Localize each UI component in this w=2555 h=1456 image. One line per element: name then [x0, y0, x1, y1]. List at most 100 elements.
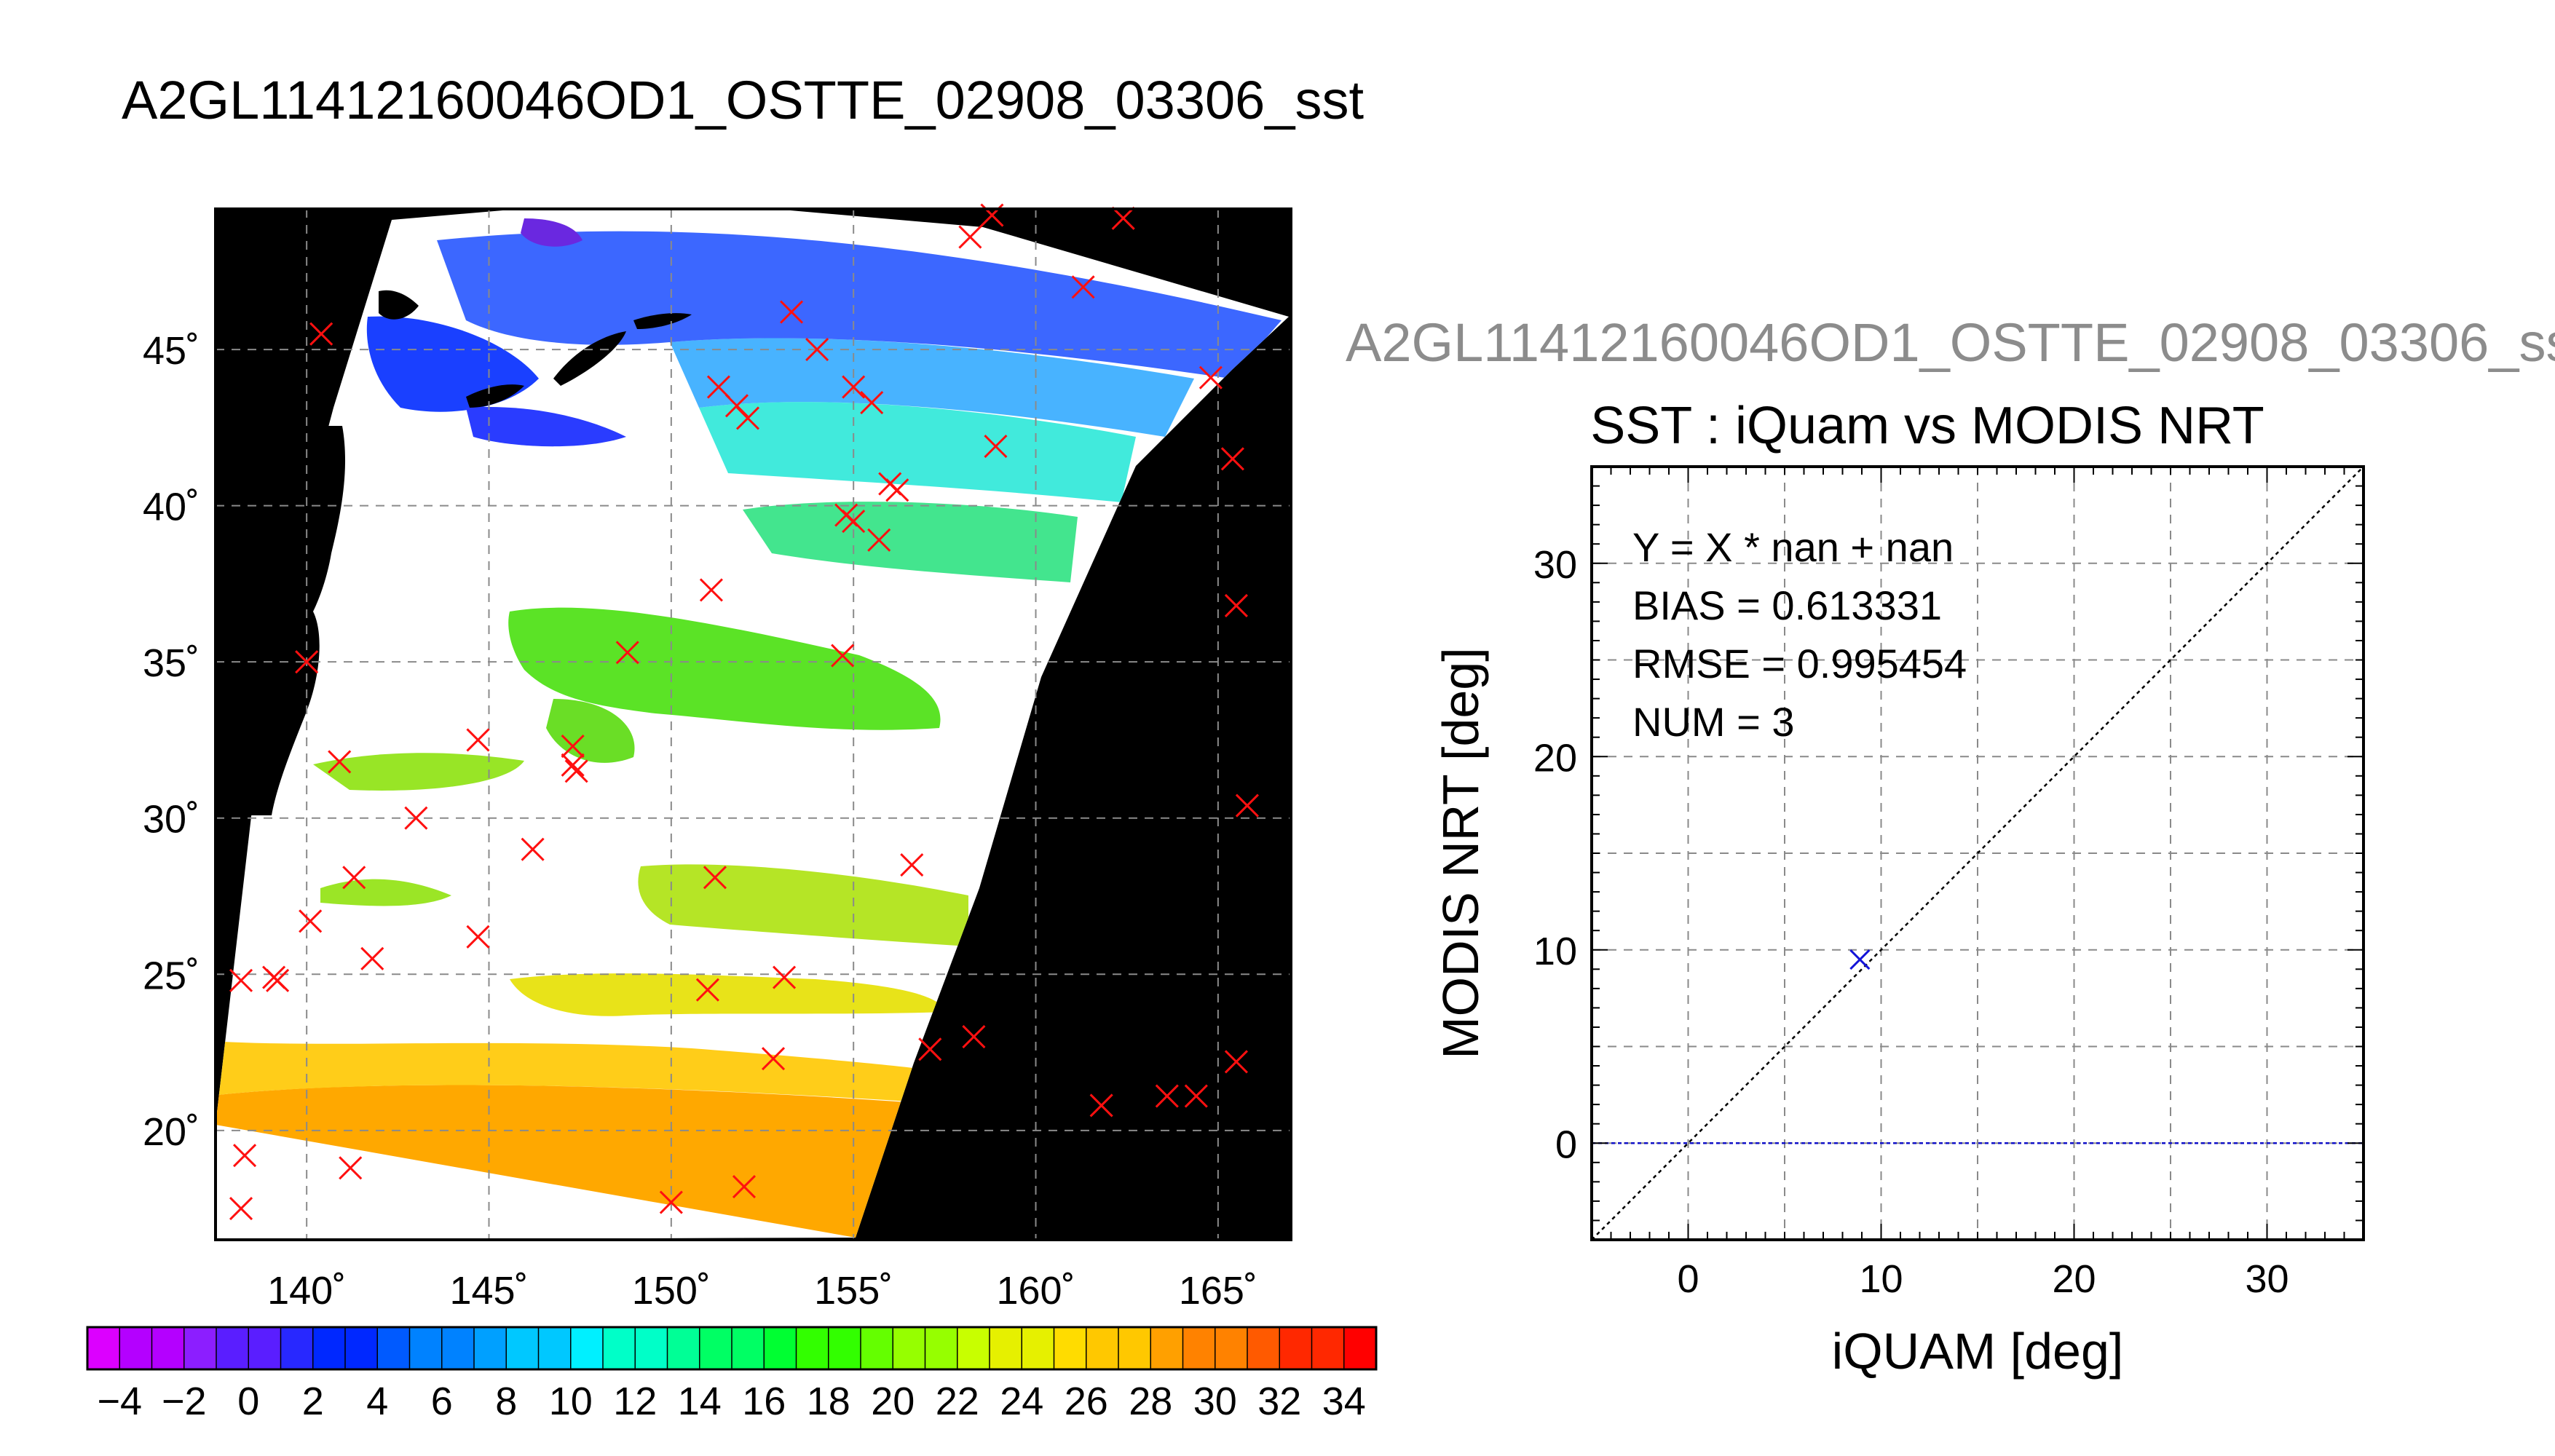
scatter-y-axis-label: MODIS NRT [deg]	[1432, 647, 1489, 1059]
insitu-point	[695, 978, 719, 1002]
colorbar-tick-label: 28	[1129, 1380, 1172, 1423]
insitu-point	[342, 866, 366, 890]
insitu-point	[761, 1047, 786, 1071]
insitu-point	[328, 750, 352, 774]
colorbar-tick-label: 4	[366, 1380, 388, 1423]
insitu-point	[885, 478, 909, 502]
colorbar-cell	[1150, 1327, 1183, 1369]
insitu-point	[867, 528, 891, 552]
insitu-point	[732, 1174, 757, 1199]
colorbar-cell	[925, 1327, 958, 1369]
colorbar-cell	[248, 1327, 281, 1369]
colorbar-cell	[87, 1327, 120, 1369]
insitu-point	[703, 866, 727, 890]
insitu-point	[1224, 1050, 1248, 1074]
insitu-point	[842, 375, 866, 399]
colorbar-cell	[1247, 1327, 1280, 1369]
colorbar-cell	[990, 1327, 1022, 1369]
insitu-point	[564, 759, 588, 783]
insitu-point	[229, 1197, 253, 1221]
sst-band-4	[437, 231, 1282, 379]
sst-map: 140˚ 145˚ 150˚ 155˚ 160˚ 165˚ 20˚ 25˚ 30˚ 35˚ 40˚…	[143, 203, 1292, 1313]
insitu-point	[299, 909, 323, 933]
colorbar-tick-label: 22	[936, 1380, 979, 1423]
scatter-x-tick-label: 30	[2245, 1257, 2289, 1301]
land-kuril-2	[466, 384, 524, 408]
scatter-stat-line: RMSE = 0.995454	[1632, 641, 1967, 687]
colorbar-cell	[345, 1327, 378, 1369]
sst-band-20	[508, 607, 941, 730]
insitu-point	[706, 375, 730, 399]
land-island-1	[379, 290, 419, 320]
colorbar-cell	[474, 1327, 507, 1369]
colorbar-cell	[506, 1327, 539, 1369]
insitu-point	[1220, 447, 1244, 471]
colorbar: −4 −2 0 2 4 6 8 10 12 14 16 18 20 22 24 26 28 30 32 34	[86, 1326, 1378, 1423]
insitu-point	[404, 806, 428, 830]
map-lat-tick-labels: 20˚ 25˚ 30˚ 35˚ 40˚ 45˚	[143, 329, 200, 1154]
colorbar-tick-label: 18	[807, 1380, 850, 1423]
insitu-points	[229, 203, 1259, 1221]
colorbar-cell	[377, 1327, 410, 1369]
sst-band-24	[638, 864, 968, 946]
map-lon-tick-label: 150˚	[632, 1269, 711, 1313]
colorbar-cell	[1182, 1327, 1216, 1369]
colorbar-cell	[119, 1327, 152, 1369]
insitu-point	[561, 734, 585, 759]
insitu-point	[1198, 365, 1223, 389]
sst-field	[216, 218, 1282, 1238]
scatter-y-tick-label: 30	[1533, 543, 1577, 587]
colorbar-tick-label: 10	[549, 1380, 593, 1423]
scatter-x-axis-label: iQUAM [deg]	[1832, 1323, 2124, 1380]
colorbar-frame	[86, 1326, 1378, 1371]
map-lon-tick-label: 155˚	[814, 1269, 893, 1313]
insitu-point	[1071, 275, 1095, 299]
scatter-y-tick-label: 0	[1555, 1123, 1577, 1166]
land-kuril-1	[553, 331, 626, 386]
colorbar-cells	[87, 1327, 1377, 1369]
insitu-point	[1184, 1084, 1208, 1108]
colorbar-cell	[280, 1327, 314, 1369]
colorbar-tick-label: 2	[302, 1380, 324, 1423]
one-to-one-line	[1591, 466, 2364, 1241]
insitu-point	[805, 338, 829, 362]
colorbar-cell	[1054, 1327, 1087, 1369]
insitu-point	[1089, 1093, 1113, 1117]
map-lon-tick-label: 160˚	[996, 1269, 1075, 1313]
colorbar-cell	[732, 1327, 765, 1369]
insitu-point	[984, 435, 1008, 459]
sst-band-22b	[320, 879, 451, 906]
insitu-point	[309, 322, 333, 346]
colorbar-cell	[441, 1327, 475, 1369]
insitu-point	[962, 1025, 986, 1049]
insitu-point	[360, 946, 384, 970]
scatter-stat-line: NUM = 3	[1632, 699, 1795, 745]
colorbar-tick-label: −4	[97, 1380, 142, 1423]
sst-band-28	[216, 1041, 932, 1103]
insitu-point	[900, 853, 924, 877]
colorbar-cell	[635, 1327, 668, 1369]
colorbar-tick-label: 12	[613, 1380, 657, 1423]
insitu-point	[1224, 593, 1248, 618]
scatter-y-tick-label: 10	[1533, 930, 1577, 973]
scatter-reference-lines	[1591, 466, 2364, 1241]
colorbar-cell	[828, 1327, 861, 1369]
colorbar-cell	[183, 1327, 217, 1369]
map-title: A2GL11412160046OD1_OSTTE_02908_03306_sst	[122, 70, 1365, 130]
map-lat-tick-label: 25˚	[143, 954, 200, 997]
colorbar-cell	[893, 1327, 925, 1369]
insitu-point	[780, 300, 804, 324]
colorbar-cell	[1279, 1327, 1312, 1369]
scatter-filename-label: A2GL11412160046OD1_OSTTE_02908_03306_sst	[1346, 312, 2555, 373]
sst-band-12	[699, 402, 1136, 502]
colorbar-cell	[957, 1327, 990, 1369]
map-lat-tick-label: 30˚	[143, 798, 200, 842]
colorbar-tick-label: 34	[1322, 1380, 1366, 1423]
insitu-point	[1111, 206, 1135, 230]
insitu-point	[699, 578, 723, 602]
colorbar-cell	[667, 1327, 700, 1369]
map-frame	[214, 207, 1292, 1241]
colorbar-cell	[1343, 1327, 1377, 1369]
scatter-plot: 0 10 20 30 0 10 20 30 Y = X * nan + nan BIAS = …	[1432, 465, 2365, 1380]
sst-band-8	[670, 338, 1194, 437]
